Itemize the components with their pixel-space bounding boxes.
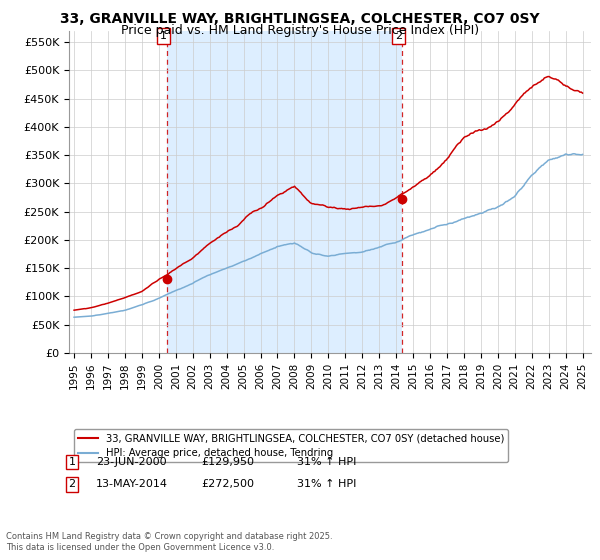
Text: 13-MAY-2014: 13-MAY-2014	[96, 479, 168, 489]
Text: Price paid vs. HM Land Registry's House Price Index (HPI): Price paid vs. HM Land Registry's House …	[121, 24, 479, 37]
Text: 31% ↑ HPI: 31% ↑ HPI	[297, 457, 356, 467]
Text: 1: 1	[68, 457, 76, 467]
Text: 2: 2	[395, 31, 402, 41]
Text: Contains HM Land Registry data © Crown copyright and database right 2025.
This d: Contains HM Land Registry data © Crown c…	[6, 532, 332, 552]
Legend: 33, GRANVILLE WAY, BRIGHTLINGSEA, COLCHESTER, CO7 0SY (detached house), HPI: Ave: 33, GRANVILLE WAY, BRIGHTLINGSEA, COLCHE…	[74, 429, 508, 462]
Text: 23-JUN-2000: 23-JUN-2000	[96, 457, 167, 467]
Text: £272,500: £272,500	[201, 479, 254, 489]
Bar	[167, 31, 402, 353]
Text: 33, GRANVILLE WAY, BRIGHTLINGSEA, COLCHESTER, CO7 0SY: 33, GRANVILLE WAY, BRIGHTLINGSEA, COLCHE…	[60, 12, 540, 26]
Text: 2: 2	[68, 479, 76, 489]
Text: £129,950: £129,950	[201, 457, 254, 467]
Text: 1: 1	[160, 31, 167, 41]
Text: 31% ↑ HPI: 31% ↑ HPI	[297, 479, 356, 489]
